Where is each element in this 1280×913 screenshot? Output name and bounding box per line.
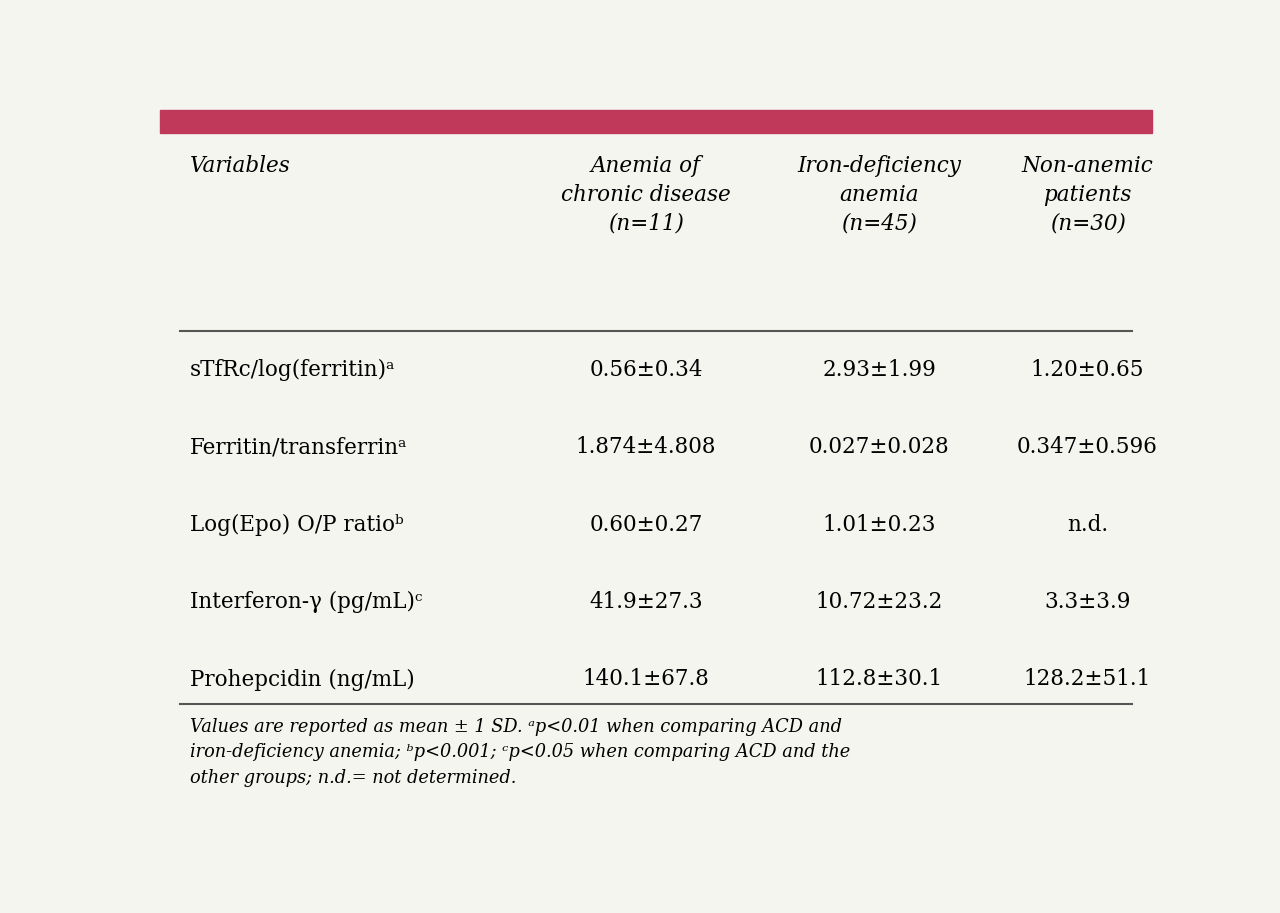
Text: Variables: Variables <box>189 155 291 177</box>
Bar <box>160 110 1152 132</box>
Text: 0.56±0.34: 0.56±0.34 <box>589 359 703 381</box>
Text: n.d.: n.d. <box>1068 514 1108 536</box>
Text: Non-anemic
patients
(n=30): Non-anemic patients (n=30) <box>1021 155 1153 235</box>
Text: 0.60±0.27: 0.60±0.27 <box>589 514 703 536</box>
Text: Interferon-γ (pg/mL)ᶜ: Interferon-γ (pg/mL)ᶜ <box>189 591 422 614</box>
Text: Anemia of
chronic disease
(n=11): Anemia of chronic disease (n=11) <box>561 155 731 235</box>
Text: 1.01±0.23: 1.01±0.23 <box>823 514 936 536</box>
Text: 112.8±30.1: 112.8±30.1 <box>815 668 943 690</box>
Text: 41.9±27.3: 41.9±27.3 <box>589 591 703 614</box>
Text: Iron-deficiency
anemia
(n=45): Iron-deficiency anemia (n=45) <box>797 155 961 235</box>
Text: 1.20±0.65: 1.20±0.65 <box>1030 359 1144 381</box>
Text: 140.1±67.8: 140.1±67.8 <box>582 668 709 690</box>
Text: 1.874±4.808: 1.874±4.808 <box>576 436 717 458</box>
Text: sTfRc/log(ferritin)ᵃ: sTfRc/log(ferritin)ᵃ <box>189 359 396 382</box>
Text: 2.93±1.99: 2.93±1.99 <box>822 359 936 381</box>
Text: Prohepcidin (ng/mL): Prohepcidin (ng/mL) <box>189 668 415 690</box>
Text: 0.027±0.028: 0.027±0.028 <box>809 436 950 458</box>
Text: 3.3±3.9: 3.3±3.9 <box>1044 591 1130 614</box>
Text: 10.72±23.2: 10.72±23.2 <box>815 591 943 614</box>
Text: Ferritin/transferrinᵃ: Ferritin/transferrinᵃ <box>189 436 407 458</box>
Text: Values are reported as mean ± 1 SD. ᵃp<0.01 when comparing ACD and
iron-deficien: Values are reported as mean ± 1 SD. ᵃp<0… <box>189 718 850 787</box>
Text: 128.2±51.1: 128.2±51.1 <box>1024 668 1151 690</box>
Text: Log(Epo) O/P ratioᵇ: Log(Epo) O/P ratioᵇ <box>189 514 403 536</box>
Text: 0.347±0.596: 0.347±0.596 <box>1018 436 1158 458</box>
